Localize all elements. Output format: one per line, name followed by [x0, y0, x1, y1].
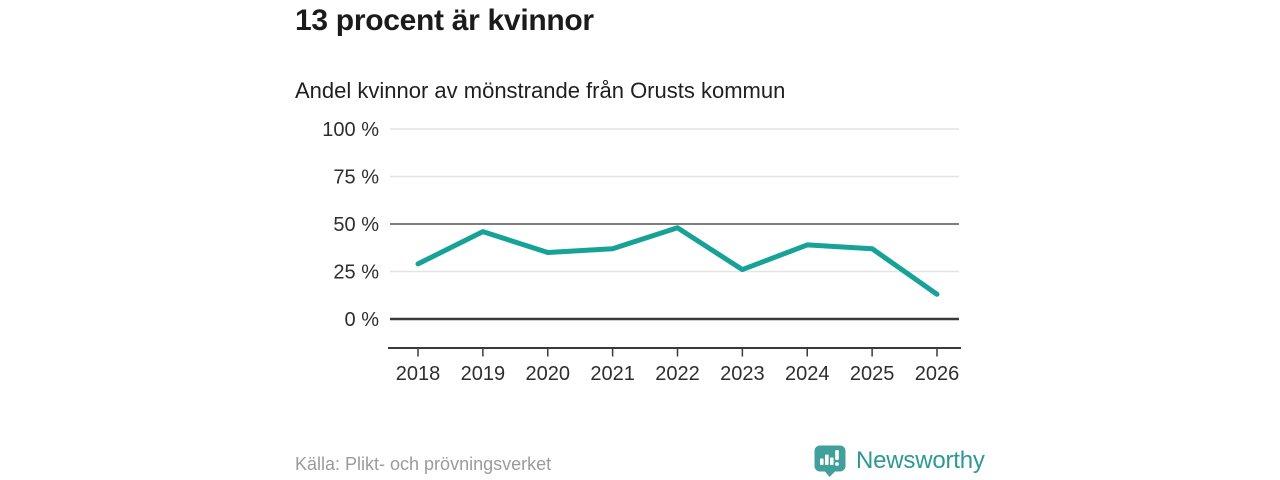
bar-chart-speech-bubble-icon [814, 445, 847, 477]
svg-text:2025: 2025 [850, 363, 895, 385]
svg-text:2022: 2022 [655, 363, 700, 385]
brand-name: Newsworthy [856, 447, 985, 474]
svg-text:75 %: 75 % [333, 167, 379, 189]
svg-text:100 %: 100 % [322, 119, 379, 141]
svg-text:2026: 2026 [915, 363, 960, 385]
svg-text:2020: 2020 [526, 363, 571, 385]
page-title: 13 procent är kvinnor [295, 4, 594, 37]
line-chart-svg: 0 % 25 % 50 % 75 % 100 % 2018 2019 2020 2021 2022… [322, 119, 961, 385]
svg-text:50 %: 50 % [333, 214, 379, 236]
chart-subtitle: Andel kvinnor av mönstrande från Orusts … [295, 78, 786, 103]
svg-text:2019: 2019 [461, 363, 506, 385]
source-text: Källa: Plikt- och prövningsverket [295, 454, 552, 474]
line-chart: 0 % 25 % 50 % 75 % 100 % 2018 2019 2020 2021 2022… [295, 113, 995, 403]
svg-text:2018: 2018 [396, 363, 441, 385]
svg-text:25 %: 25 % [333, 262, 379, 284]
newsworthy-logo: Newsworthy [814, 445, 985, 477]
svg-text:2024: 2024 [785, 363, 830, 385]
svg-text:2023: 2023 [720, 363, 765, 385]
svg-text:2021: 2021 [590, 363, 635, 385]
svg-text:0 %: 0 % [345, 309, 380, 331]
